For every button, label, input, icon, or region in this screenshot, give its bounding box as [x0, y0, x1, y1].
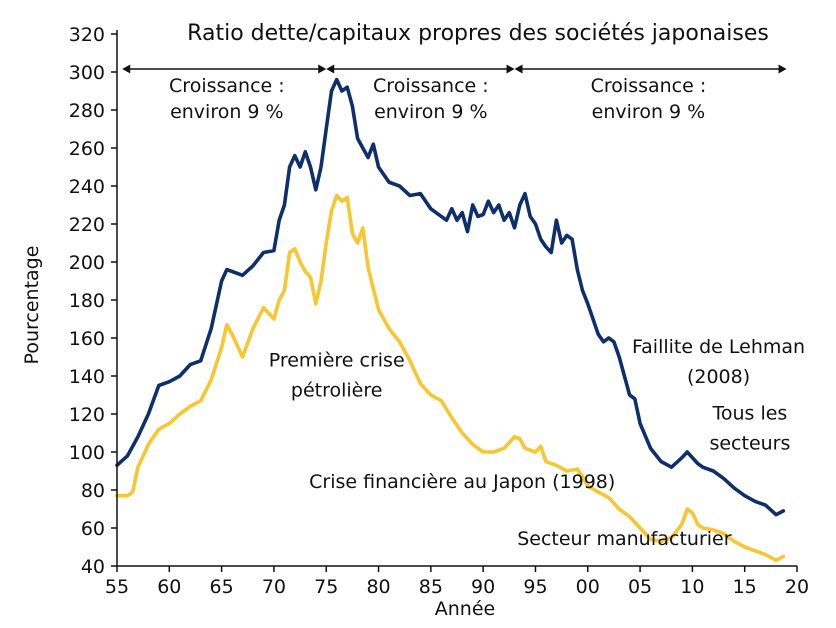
period-label-2-line1: Croissance : — [373, 75, 489, 97]
growth-periods: Croissance : environ 9 % Croissance : envir… — [122, 64, 787, 123]
period-label-1-line2: environ 9 % — [170, 101, 284, 123]
annotation-all_sectors-line2: secteurs — [709, 433, 790, 455]
y-tick-label: 260 — [69, 138, 105, 160]
annotation-oil_crisis-line2: pétrolière — [291, 380, 383, 402]
period-arrowhead — [326, 64, 335, 74]
y-tick-label: 80 — [81, 480, 105, 502]
y-tick-label: 280 — [69, 100, 105, 122]
period-label-3-line2: environ 9 % — [592, 101, 706, 123]
annotation-all_sectors-line1: Tous les — [711, 403, 787, 425]
y-axis-label: Pourcentage — [21, 246, 43, 365]
x-tick-label: 75 — [314, 576, 338, 598]
x-axis-label: Année — [435, 598, 495, 620]
period-label-2-line2: environ 9 % — [374, 101, 488, 123]
y-tick-label: 200 — [69, 252, 105, 274]
axes — [116, 30, 797, 567]
series-line-all — [115, 77, 786, 517]
x-tick-label: 60 — [157, 576, 181, 598]
annotation-japan_crisis: Crise financière au Japon (1998) — [309, 471, 615, 493]
x-tick-label: 85 — [419, 576, 443, 598]
period-arrowhead — [506, 64, 515, 74]
y-tick-label: 160 — [69, 328, 105, 350]
x-tick-label: 65 — [210, 576, 234, 598]
annotations: Première crise pétrolière Crise financière… — [269, 336, 805, 550]
period-label-1-line1: Croissance : — [169, 75, 285, 97]
y-tick-label: 100 — [69, 442, 105, 464]
y-tick-label: 40 — [81, 556, 105, 578]
chart-title: Ratio dette/capitaux propres des société… — [187, 21, 769, 46]
y-tick-label: 220 — [69, 214, 105, 236]
x-tick-label: 80 — [366, 576, 390, 598]
y-tick-label: 180 — [69, 290, 105, 312]
annotation-lehman-line2: (2008) — [687, 366, 750, 388]
x-tick-label: 00 — [576, 576, 600, 598]
y-tick-label: 60 — [81, 518, 105, 540]
x-tick-label: 95 — [523, 576, 547, 598]
period-arrowhead — [514, 64, 523, 74]
x-ticks: 55 60 65 70 75 80 85 90 95 00 05 10 15 20 — [105, 566, 809, 598]
annotation-manufacturing: Secteur manufacturier — [517, 528, 732, 550]
x-tick-label: 10 — [680, 576, 704, 598]
x-tick-label: 70 — [262, 576, 286, 598]
y-tick-label: 140 — [69, 366, 105, 388]
annotation-lehman-line1: Faillite de Lehman — [632, 336, 805, 358]
series-line-manufacturing — [115, 193, 786, 563]
y-ticks: 40 60 80 100 120 140 160 180 200 220 240 260 280 300 3… — [69, 24, 117, 578]
plot-area — [115, 77, 786, 563]
period-arrowhead — [778, 64, 787, 74]
period-label-3-line1: Croissance : — [591, 75, 707, 97]
x-tick-label: 05 — [628, 576, 652, 598]
x-tick-label: 90 — [471, 576, 495, 598]
annotation-oil_crisis-line1: Première crise — [269, 350, 405, 372]
x-tick-label: 20 — [785, 576, 809, 598]
y-tick-label: 300 — [69, 62, 105, 84]
y-tick-label: 240 — [69, 176, 105, 198]
x-tick-label: 55 — [105, 576, 129, 598]
y-tick-label: 320 — [69, 24, 105, 46]
period-arrowhead — [122, 64, 131, 74]
period-arrowhead — [318, 64, 327, 74]
x-tick-label: 15 — [733, 576, 757, 598]
y-tick-label: 120 — [69, 404, 105, 426]
